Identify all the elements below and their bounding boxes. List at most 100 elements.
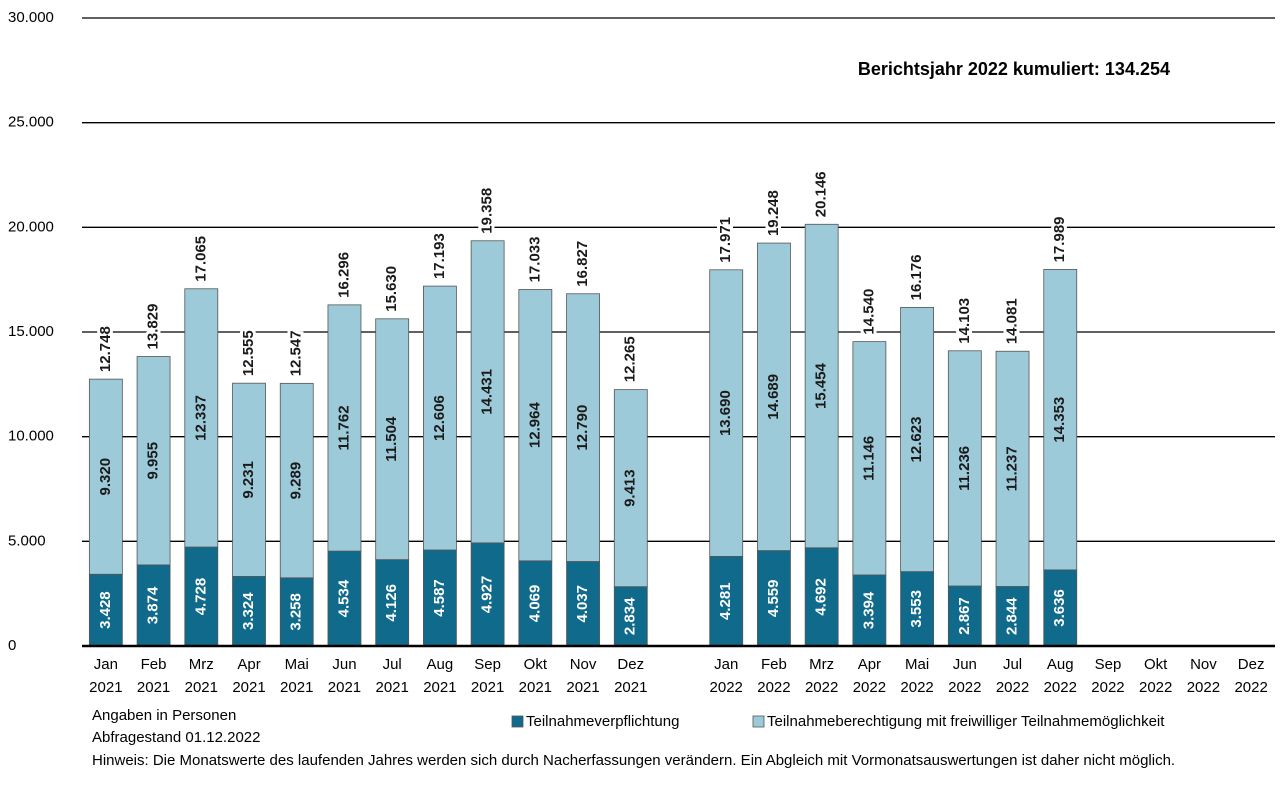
total-label: 13.829	[145, 304, 162, 350]
value-label: 3.636	[1051, 589, 1068, 627]
bar-segment	[613, 389, 648, 588]
bar-segment	[279, 382, 314, 579]
x-tick-label: Nov 2021	[566, 656, 600, 696]
bar-segment	[1043, 569, 1078, 647]
x-tick-label: Dez 2021	[614, 656, 648, 696]
bar-segment	[566, 293, 600, 562]
bar-segment	[709, 269, 744, 557]
bar-segment	[375, 318, 410, 561]
bar-segment	[422, 285, 457, 551]
value-label: 2.844	[1004, 597, 1021, 635]
value-label: 4.534	[335, 579, 352, 617]
value-label: 9.320	[97, 458, 114, 496]
total-label: 16.827	[574, 241, 591, 287]
x-tick-label: Mrz 2022	[804, 656, 839, 696]
value-label: 14.353	[1051, 397, 1068, 443]
x-tick-label: Mai 2021	[280, 656, 314, 696]
value-label: 2.867	[956, 597, 973, 635]
annotation: Berichtsjahr 2022 kumuliert: 134.254	[858, 59, 1170, 79]
value-label: 4.126	[383, 584, 400, 622]
x-tick-label: Aug 2021	[423, 656, 457, 696]
value-label: 3.874	[145, 586, 162, 624]
x-tick-label: Jan 2022	[709, 656, 743, 696]
value-label: 3.394	[860, 591, 877, 629]
x-tick-label: Nov 2022	[1186, 656, 1221, 696]
value-label: 4.927	[479, 576, 496, 614]
value-label: 4.587	[431, 579, 448, 617]
value-label: 11.146	[860, 436, 877, 481]
value-label: 4.069	[526, 585, 543, 623]
legend-label: Teilnahmeberechtigung mit freiwilliger T…	[767, 713, 1165, 730]
x-tick-label: Sep 2021	[470, 656, 505, 696]
x-tick-label: Sep 2022	[1091, 656, 1125, 696]
legend-swatch	[511, 715, 524, 728]
value-label: 3.553	[908, 590, 925, 628]
bar-segment	[709, 555, 744, 647]
bar-segment	[136, 564, 171, 647]
total-label: 12.555	[240, 330, 257, 376]
value-label: 4.559	[765, 580, 782, 618]
bar-segment	[184, 546, 219, 647]
value-label: 9.289	[288, 462, 305, 500]
total-label: 16.296	[335, 252, 352, 298]
x-tick-label: Mrz 2021	[184, 656, 218, 696]
value-label: 4.728	[192, 578, 209, 616]
total-label: 12.748	[97, 326, 114, 372]
x-tick-label: Jun 2021	[327, 656, 362, 696]
value-label: 9.413	[622, 469, 639, 507]
x-tick-label: Okt 2021	[518, 656, 553, 696]
x-tick-label: Feb 2022	[757, 656, 791, 696]
y-tick-label: 15.000	[8, 323, 54, 340]
value-label: 3.324	[240, 592, 257, 630]
bar-segment	[995, 350, 1030, 587]
bar-segment	[852, 341, 887, 576]
y-tick-label: 20.000	[8, 218, 54, 235]
value-label: 4.281	[717, 582, 734, 620]
bar-segment	[566, 561, 600, 647]
bar-segment	[327, 550, 362, 647]
bar-segment	[470, 240, 505, 544]
x-tick-label: Feb 2021	[136, 656, 171, 696]
x-tick-label: Apr 2022	[852, 656, 887, 696]
bar-segment	[136, 356, 171, 566]
bar-segment	[757, 550, 791, 647]
total-label: 17.193	[431, 233, 448, 279]
bar-segment	[327, 304, 362, 552]
note: Hinweis: Die Monatswerte des laufenden J…	[92, 752, 1176, 769]
bar-segment	[232, 382, 266, 577]
legend-swatch	[752, 715, 765, 728]
y-tick-label: 30.000	[8, 9, 54, 26]
value-label: 12.337	[192, 395, 209, 441]
x-tick-label: Aug 2022	[1043, 656, 1077, 696]
bar-segment	[1043, 269, 1078, 571]
total-label: 14.540	[860, 289, 877, 335]
value-label: 4.692	[813, 578, 830, 616]
value-label: 14.431	[479, 369, 496, 415]
x-tick-label: Jun 2022	[948, 656, 982, 696]
bar-segment	[518, 289, 553, 562]
bar-segment	[947, 350, 982, 587]
value-label: 3.258	[288, 593, 305, 631]
y-tick-label: 10.000	[8, 428, 54, 445]
bar-segment	[613, 586, 648, 647]
x-tick-label: Jan 2021	[89, 656, 123, 696]
value-label: 12.623	[908, 417, 925, 463]
value-label: 9.231	[240, 461, 257, 499]
value-label: 11.237	[1004, 446, 1021, 491]
total-label: 19.358	[479, 188, 496, 234]
total-label: 17.033	[526, 236, 543, 282]
total-label: 12.547	[288, 330, 305, 376]
bar-segment	[88, 378, 123, 575]
bar-segment	[995, 586, 1030, 647]
value-label: 12.790	[574, 405, 591, 451]
legend-label: Teilnahmeverpflichtung	[526, 713, 679, 730]
x-tick-label: Dez 2022	[1234, 656, 1268, 696]
x-tick-label: Jul 2022	[995, 656, 1030, 696]
value-label: 12.964	[526, 402, 543, 449]
value-label: 11.236	[956, 446, 973, 491]
value-label: 15.454	[813, 362, 830, 409]
bar-segment	[757, 242, 791, 551]
bar-segment	[804, 547, 839, 647]
value-label: 14.689	[765, 374, 782, 420]
